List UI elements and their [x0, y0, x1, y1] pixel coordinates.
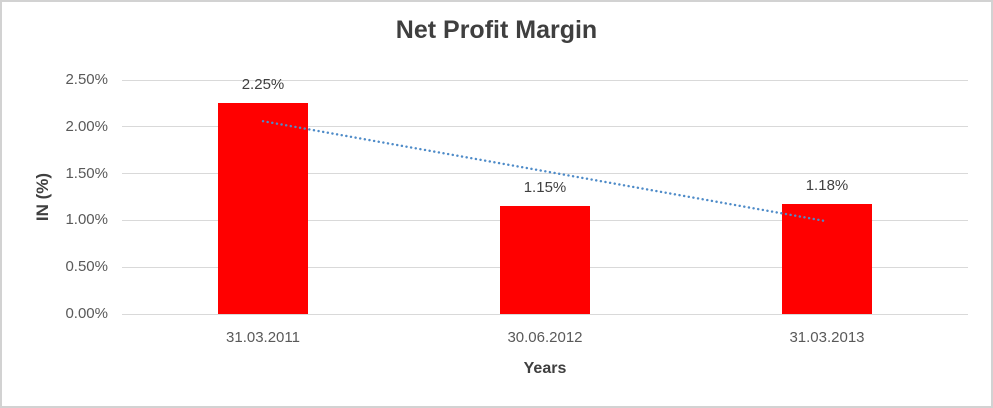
y-tick-label: 2.00% [65, 117, 108, 135]
y-tick-label: 0.00% [65, 305, 108, 322]
bar-30.06.2012 [500, 206, 590, 314]
bar-data-label: 2.25% [241, 76, 285, 94]
gridline [122, 313, 968, 315]
trendline [261, 119, 829, 223]
bar-31.03.2013 [782, 203, 872, 314]
gridline [122, 173, 968, 175]
x-tick-label: 30.06.2012 [507, 329, 583, 346]
y-tick-label: 1.50% [65, 164, 108, 182]
chart-title: Net Profit Margin [395, 16, 598, 44]
plot-area: 2.25% 1.15% 1.18% [122, 76, 968, 315]
trendline-dotted [261, 119, 829, 223]
gridline [122, 79, 968, 81]
gridline [122, 126, 968, 128]
y-tick-label: 1.00% [65, 211, 108, 229]
x-tick-label: 31.03.2011 [226, 329, 300, 346]
bar-data-label: 1.15% [523, 179, 567, 197]
bar-data-label: 1.18% [805, 176, 849, 194]
x-tick-label: 31.03.2013 [789, 329, 865, 346]
y-tick-label: 2.50% [65, 71, 108, 88]
x-axis-title: Years [523, 360, 567, 377]
bar-31.03.2011 [218, 103, 308, 314]
y-tick-label: 0.50% [65, 258, 108, 276]
